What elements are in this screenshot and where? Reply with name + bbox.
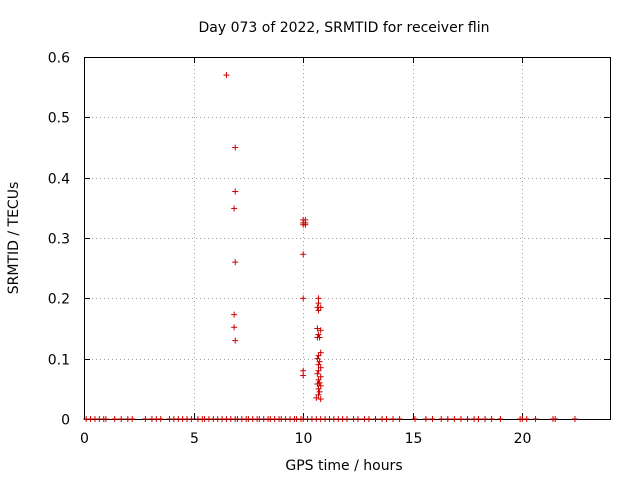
data-point-0-35 — [314, 370, 321, 377]
data-point-0-28 — [317, 349, 324, 356]
data-point-0-39 — [314, 381, 321, 388]
tick-labels: 0 5 10 15 20 0 0.1 0.2 0.3 0.4 0.5 0.6 — [48, 51, 532, 448]
data-point-0-17 — [300, 372, 307, 379]
data-point-0-37 — [315, 376, 322, 383]
data-points — [83, 72, 578, 422]
x-tick-label-2: 10 — [295, 431, 313, 447]
data-point-0-106 — [354, 416, 361, 422]
chart-title: Day 073 of 2022, SRMTID for receiver fli… — [199, 20, 490, 36]
data-point-0-33 — [317, 364, 324, 371]
data-point-0-42 — [316, 388, 323, 395]
grid-lines — [84, 57, 610, 419]
y-tick-label-1: 0.1 — [48, 353, 70, 369]
data-point-0-24 — [317, 327, 324, 334]
data-point-0-36 — [317, 373, 324, 380]
x-tick-label-4: 20 — [514, 431, 532, 447]
data-point-0-1 — [232, 144, 239, 151]
data-point-0-6 — [231, 324, 238, 331]
data-point-0-53 — [118, 416, 125, 422]
data-point-0-116 — [429, 416, 436, 422]
data-point-0-5 — [231, 311, 238, 318]
data-point-0-23 — [314, 325, 321, 332]
data-point-0-25 — [315, 331, 322, 338]
y-tick-label-5: 0.5 — [48, 111, 70, 127]
data-point-0-132 — [552, 416, 559, 422]
data-point-0-30 — [314, 355, 321, 362]
data-point-0-29 — [315, 352, 322, 359]
data-point-0-0 — [223, 72, 230, 79]
data-point-0-104 — [344, 416, 350, 422]
y-tick-label-4: 0.4 — [48, 172, 70, 188]
data-point-0-111 — [383, 416, 390, 422]
x-axis-label: GPS time / hours — [285, 458, 402, 474]
data-point-0-126 — [497, 416, 504, 422]
data-point-0-113 — [396, 416, 403, 422]
data-point-0-65 — [188, 416, 195, 422]
data-point-0-32 — [315, 361, 322, 368]
data-point-0-125 — [488, 416, 495, 422]
data-point-0-124 — [482, 416, 489, 422]
y-tick-label-3: 0.3 — [48, 232, 70, 248]
data-point-0-22 — [315, 307, 322, 314]
data-point-0-55 — [129, 416, 136, 422]
data-point-0-19 — [315, 300, 322, 307]
x-tick-label-1: 5 — [190, 431, 199, 447]
data-point-0-133 — [571, 416, 578, 422]
data-point-0-41 — [315, 385, 322, 392]
data-point-0-44 — [313, 394, 320, 401]
data-point-0-7 — [232, 337, 239, 344]
data-point-0-2 — [232, 188, 239, 195]
data-point-0-40 — [317, 382, 324, 389]
data-point-0-13 — [302, 221, 309, 228]
data-point-0-115 — [422, 416, 429, 422]
data-point-0-119 — [451, 416, 458, 422]
data-point-0-52 — [111, 416, 118, 422]
data-point-0-112 — [390, 416, 397, 422]
data-point-0-109 — [372, 416, 379, 422]
data-point-0-120 — [457, 416, 464, 422]
data-point-0-121 — [464, 416, 471, 422]
data-point-0-31 — [316, 358, 323, 365]
y-tick-label-2: 0.2 — [48, 292, 70, 308]
data-point-0-43 — [315, 391, 322, 398]
data-point-0-51 — [102, 416, 109, 422]
data-point-0-59 — [157, 416, 164, 422]
data-point-0-118 — [444, 416, 451, 422]
data-point-0-27 — [314, 334, 321, 341]
data-point-0-56 — [142, 416, 149, 422]
data-point-0-130 — [532, 416, 539, 422]
x-tick-label-3: 15 — [405, 431, 423, 447]
data-point-0-117 — [438, 416, 445, 422]
data-point-0-4 — [232, 259, 239, 266]
data-point-0-123 — [475, 416, 482, 422]
data-point-0-3 — [231, 205, 238, 212]
data-point-0-108 — [365, 416, 372, 422]
data-point-0-114 — [411, 416, 418, 422]
y-axis-label: SRMTID / TECUs — [6, 182, 22, 295]
x-tick-label-0: 0 — [80, 431, 89, 447]
y-tick-label-0: 0 — [61, 413, 70, 429]
y-tick-label-6: 0.6 — [48, 51, 70, 67]
data-point-0-14 — [300, 251, 307, 258]
data-point-0-129 — [523, 416, 530, 422]
data-point-0-21 — [317, 304, 324, 311]
data-point-0-45 — [317, 396, 324, 403]
data-point-0-34 — [315, 367, 322, 374]
data-point-0-15 — [300, 295, 307, 302]
